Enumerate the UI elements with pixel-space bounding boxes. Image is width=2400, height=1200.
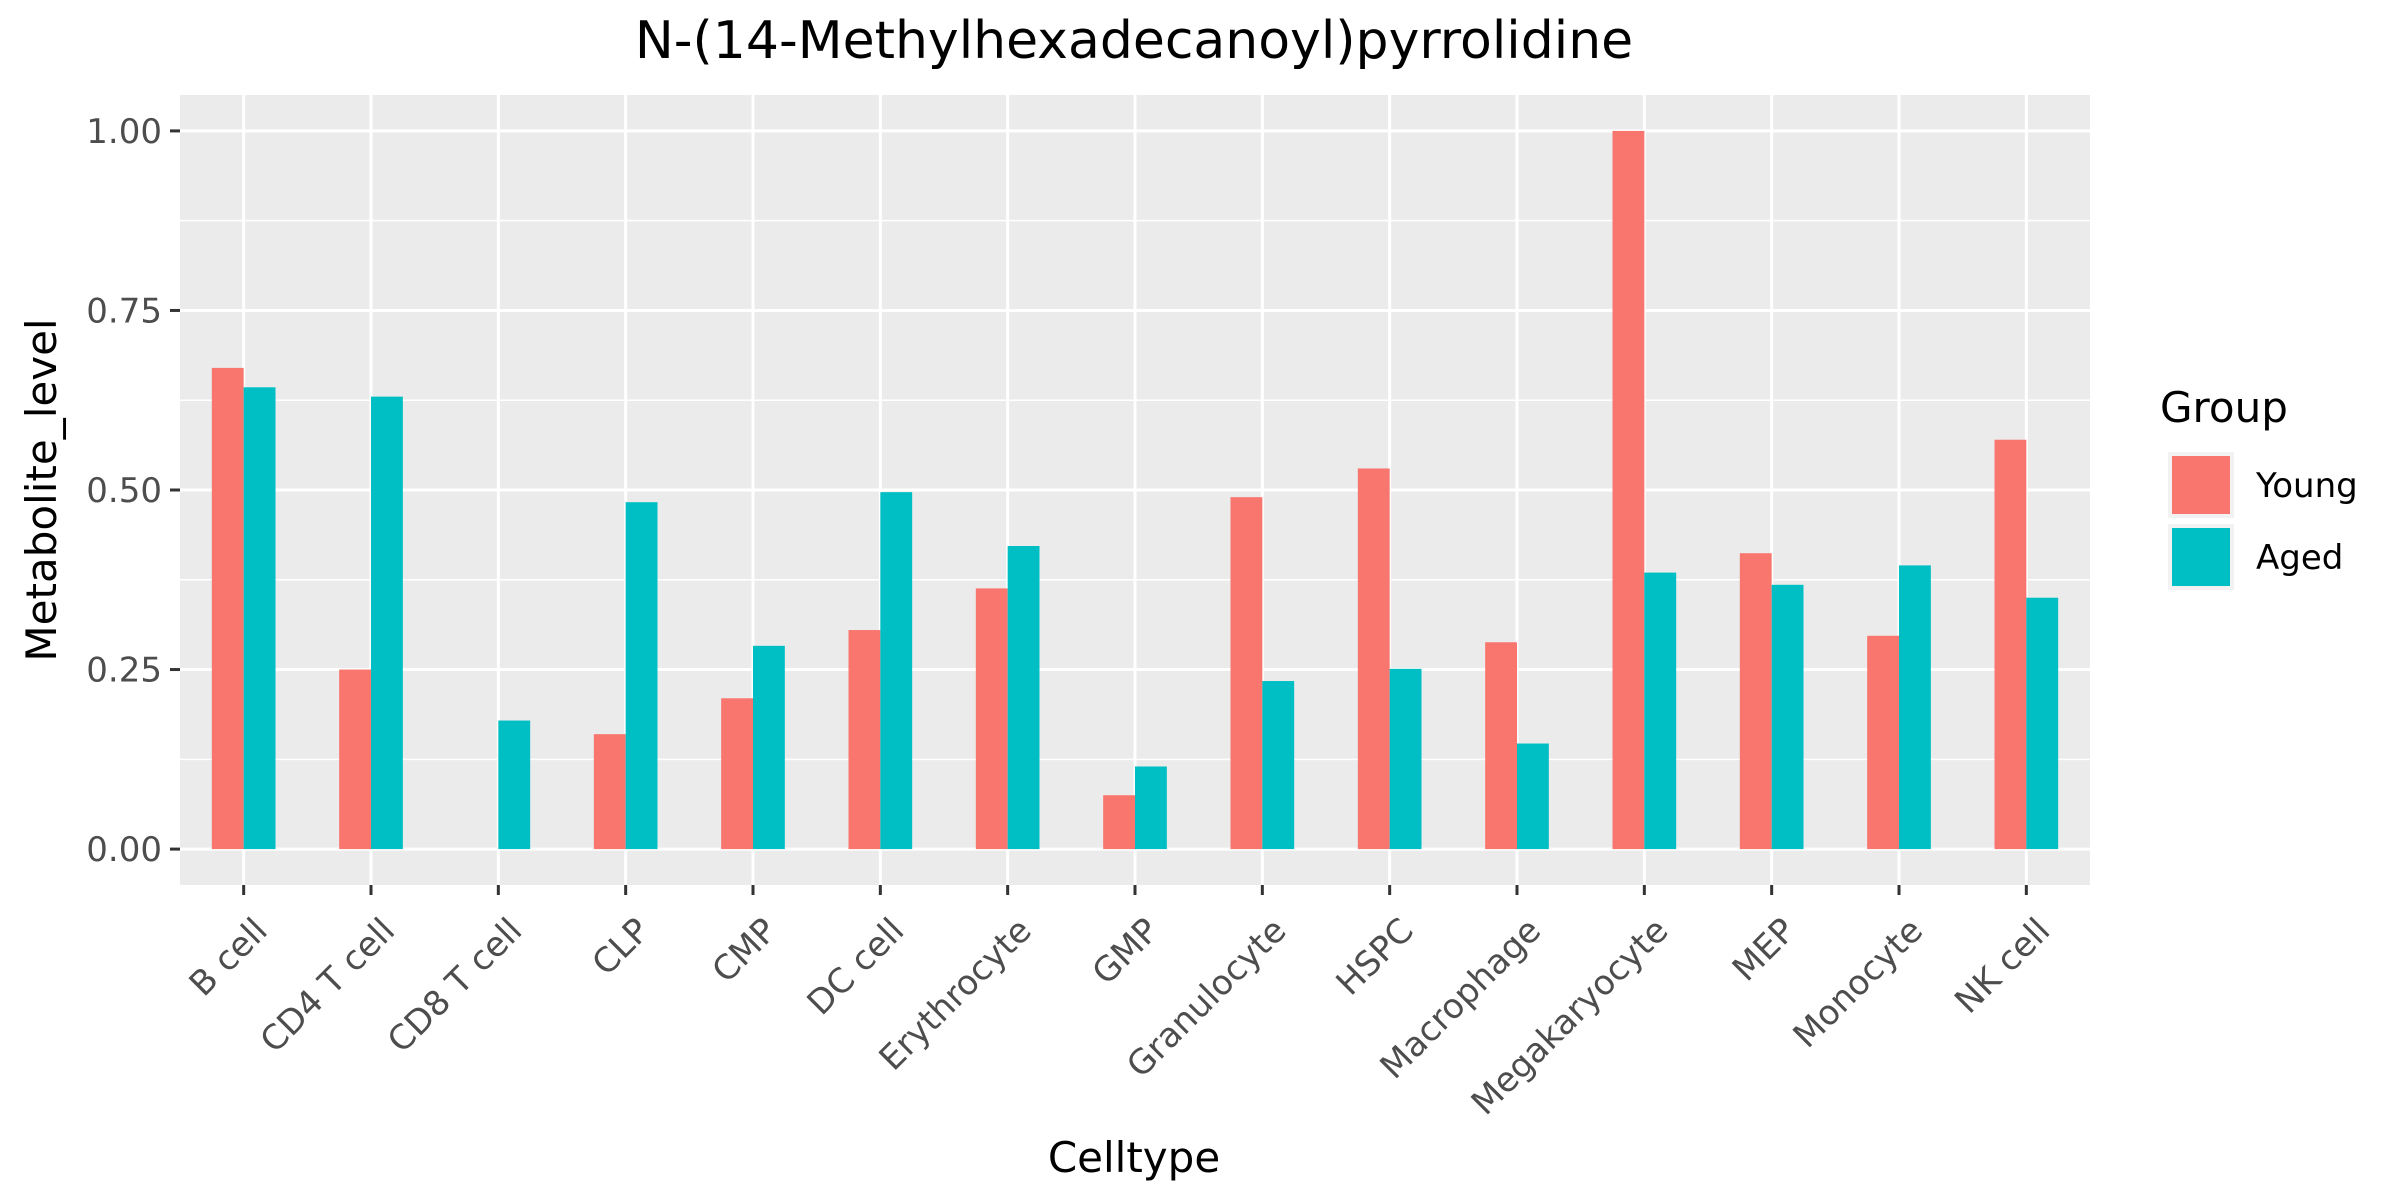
bar-aged-b-cell xyxy=(243,387,276,850)
bar-young-hspc xyxy=(1357,468,1390,850)
bar-young-cd4-t-cell xyxy=(339,669,371,850)
bar-young-b-cell xyxy=(211,367,244,850)
legend: Group Young Aged xyxy=(2160,383,2358,590)
bar-aged-clp xyxy=(625,502,658,850)
bar-aged-cd4-t-cell xyxy=(371,396,403,850)
x-tick-label: Monocyte xyxy=(1786,911,1931,1056)
x-tick-label: NK cell xyxy=(1947,911,2058,1022)
y-tick-label: 0.00 xyxy=(86,830,162,870)
bar-aged-cmp xyxy=(753,645,785,850)
x-tick-label: GMP xyxy=(1085,911,1167,993)
bar-young-monocyte xyxy=(1867,635,1899,850)
bar-aged-mep xyxy=(1771,584,1804,850)
x-tick-label: MEP xyxy=(1725,911,1804,990)
y-axis-title: Metabolite_level xyxy=(17,318,66,661)
x-tick-label: CD4 T cell xyxy=(253,911,403,1061)
y-tick-label: 1.00 xyxy=(86,112,162,152)
bar-young-clp xyxy=(593,734,626,850)
bar-aged-granulocyte xyxy=(1262,681,1295,850)
bar-aged-megakaryocyte xyxy=(1644,572,1677,850)
x-axis-title: Celltype xyxy=(1048,1133,1220,1182)
bar-young-megakaryocyte xyxy=(1612,130,1645,850)
bar-aged-erythrocyte xyxy=(1007,546,1040,850)
legend-title: Group xyxy=(2160,383,2288,432)
bar-young-macrophage xyxy=(1485,642,1517,850)
x-tick-label: HSPC xyxy=(1329,911,1422,1004)
y-tick-label: 0.25 xyxy=(86,651,162,691)
x-tick-label: DC cell xyxy=(800,911,913,1024)
legend-label-aged: Aged xyxy=(2256,538,2343,578)
bar-young-nk-cell xyxy=(1994,439,2027,850)
y-tick-label: 0.50 xyxy=(86,471,162,511)
legend-key-young xyxy=(2172,456,2230,514)
bar-aged-dc-cell xyxy=(880,492,913,850)
bar-young-cmp xyxy=(721,698,753,850)
legend-label-young: Young xyxy=(2255,466,2358,506)
bars xyxy=(211,130,2059,850)
x-tick-label: CLP xyxy=(585,911,658,984)
bar-young-mep xyxy=(1739,553,1772,850)
bar-aged-nk-cell xyxy=(2026,597,2059,850)
bar-aged-macrophage xyxy=(1517,743,1549,850)
legend-key-aged xyxy=(2172,528,2230,586)
y-tick-label: 0.75 xyxy=(86,291,162,331)
x-tick-label: B cell xyxy=(182,911,276,1005)
bar-aged-hspc xyxy=(1389,668,1422,850)
bar-young-gmp xyxy=(1103,795,1135,850)
bar-aged-cd8-t-cell xyxy=(498,720,531,850)
x-tick-label: CD8 T cell xyxy=(380,911,530,1061)
bar-aged-gmp xyxy=(1135,766,1167,850)
x-tick-label: CMP xyxy=(705,911,785,991)
chart-title: N-(14-Methylhexadecanoyl)pyrrolidine xyxy=(635,11,1633,71)
bar-young-erythrocyte xyxy=(975,588,1008,850)
bar-young-dc-cell xyxy=(848,630,881,850)
bar-aged-monocyte xyxy=(1899,565,1931,850)
bar-young-granulocyte xyxy=(1230,497,1263,850)
